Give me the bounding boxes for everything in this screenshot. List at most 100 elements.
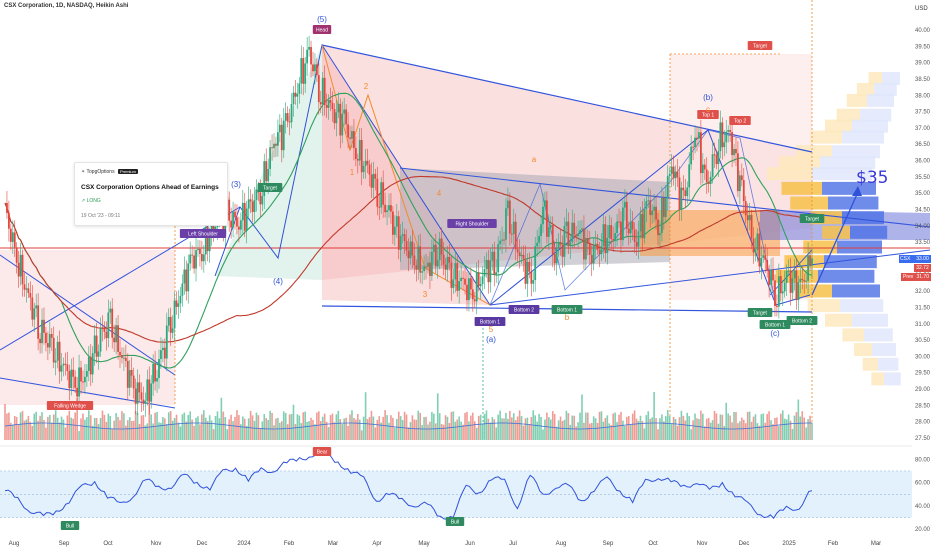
mid-trendline[interactable] bbox=[399, 167, 931, 228]
candle-body bbox=[87, 356, 90, 371]
volume-profile-bar bbox=[854, 343, 872, 357]
prev-close-badge[interactable]: Prev 31.70 bbox=[901, 273, 931, 281]
candle-body bbox=[142, 399, 145, 404]
volume-bar bbox=[167, 412, 170, 440]
candle-body bbox=[134, 388, 137, 404]
price-tick-label: 28.00 bbox=[915, 420, 931, 426]
price-axis[interactable]: 27.50 28.00 28.50 29.00 29.50 30.00 30.50 31.00… bbox=[915, 28, 931, 442]
candle-body bbox=[113, 337, 116, 343]
symbol-price-badge[interactable]: CSX bbox=[899, 255, 920, 263]
volume-bar bbox=[271, 412, 273, 440]
candle-body bbox=[758, 233, 761, 267]
volume-bar bbox=[236, 410, 238, 440]
symbol-header[interactable]: CSX Corporation, 1D, NASDAQ, Heikin Ashi bbox=[4, 3, 128, 9]
candle-body bbox=[760, 257, 763, 267]
volume-bar bbox=[577, 422, 579, 440]
volume-bar bbox=[31, 425, 34, 440]
rsi-line[interactable] bbox=[4, 450, 813, 520]
candle-body bbox=[717, 151, 720, 165]
candle-body bbox=[789, 270, 792, 293]
volume-bar bbox=[294, 424, 297, 440]
candle-body bbox=[466, 284, 468, 301]
candle-body bbox=[635, 241, 638, 247]
volume-profile-bar bbox=[796, 145, 832, 159]
candle-body bbox=[259, 192, 262, 205]
candle-body bbox=[596, 243, 599, 250]
bottom-1b-tag bbox=[551, 305, 583, 314]
volume-profile-bar bbox=[871, 372, 884, 386]
volume-profile-bar bbox=[837, 240, 882, 254]
volume-bar bbox=[764, 422, 767, 440]
bull-1-tag bbox=[60, 521, 80, 530]
volume-bar bbox=[4, 404, 6, 440]
volume-bar bbox=[74, 412, 76, 440]
time-tick-label: Sep bbox=[59, 541, 70, 547]
candle-body bbox=[514, 221, 517, 250]
candle-body bbox=[304, 63, 307, 84]
candle-body bbox=[390, 205, 392, 212]
candle-body bbox=[549, 225, 552, 228]
volume-bar bbox=[390, 415, 392, 440]
candle-body bbox=[639, 214, 642, 232]
volume-bar bbox=[608, 423, 611, 440]
volume-bar bbox=[637, 420, 640, 440]
candle-body bbox=[581, 228, 583, 230]
rising-trendline[interactable] bbox=[489, 249, 931, 306]
volume-bar bbox=[35, 411, 37, 440]
volume-bar bbox=[479, 414, 482, 440]
idea-card[interactable]: ✦ TopgOptions Premium CSX Corporation Op… bbox=[74, 162, 228, 226]
volume-profile-bar bbox=[807, 299, 840, 313]
last-price-badge[interactable]: 33.00 bbox=[914, 255, 931, 263]
time-tick-label: Feb bbox=[828, 541, 839, 547]
volume-bar bbox=[399, 416, 402, 440]
candle-body bbox=[119, 351, 121, 356]
volume-bar bbox=[703, 426, 706, 440]
volume-bar bbox=[448, 422, 451, 440]
bottom-2a-tag bbox=[508, 305, 540, 314]
volume-bar bbox=[528, 424, 531, 440]
volume-bar bbox=[649, 418, 652, 440]
candle-body bbox=[296, 93, 299, 97]
candle-body bbox=[82, 381, 84, 383]
volume-bar bbox=[242, 416, 244, 440]
volume-bar bbox=[355, 419, 357, 440]
candle-body bbox=[269, 147, 272, 169]
candle-body bbox=[668, 173, 671, 177]
candle-body bbox=[563, 225, 566, 257]
candle-body bbox=[343, 109, 346, 114]
volume-bar bbox=[70, 417, 73, 440]
volume-profile-bar bbox=[832, 145, 880, 159]
candle-body bbox=[163, 347, 166, 359]
sub-wave-1-label: 1 bbox=[350, 168, 355, 177]
volume-bar bbox=[394, 427, 396, 440]
candle-body bbox=[713, 154, 716, 156]
volume-bar bbox=[452, 411, 455, 440]
volume-bar bbox=[690, 429, 692, 440]
volume-bar bbox=[60, 416, 63, 440]
volume-bar bbox=[809, 415, 811, 440]
volume-bar bbox=[380, 422, 383, 440]
candle-body bbox=[696, 137, 698, 139]
second-price-badge[interactable]: 32.72 bbox=[914, 264, 931, 272]
volume-bar bbox=[23, 420, 26, 440]
volume-bar bbox=[483, 413, 486, 440]
target-arrow[interactable] bbox=[811, 191, 859, 296]
price-tick-label: 29.00 bbox=[915, 387, 931, 393]
candle-body bbox=[425, 266, 427, 268]
volume-bar bbox=[230, 414, 232, 440]
volume-bar bbox=[101, 410, 104, 440]
volume-bar bbox=[247, 418, 250, 440]
sub-wave-4-label: 4 bbox=[437, 189, 442, 198]
candle-body bbox=[415, 265, 418, 270]
volume-bar bbox=[255, 412, 258, 440]
time-axis[interactable]: Aug Sep Oct Nov Dec 2024 Feb Mar Apr May Jun Jul Aug… bbox=[9, 541, 882, 547]
volume-bar bbox=[731, 422, 733, 440]
volume-bar bbox=[456, 419, 459, 440]
rsi-pane[interactable]: 20.00 40.00 60.00 80.00 bbox=[0, 450, 931, 533]
candle-body bbox=[545, 200, 548, 237]
time-tick-label: Oct bbox=[103, 541, 113, 547]
time-tick-label: Sep bbox=[603, 541, 614, 547]
card-direction: ↗ LONG bbox=[81, 198, 101, 204]
volume-bar bbox=[684, 420, 687, 440]
